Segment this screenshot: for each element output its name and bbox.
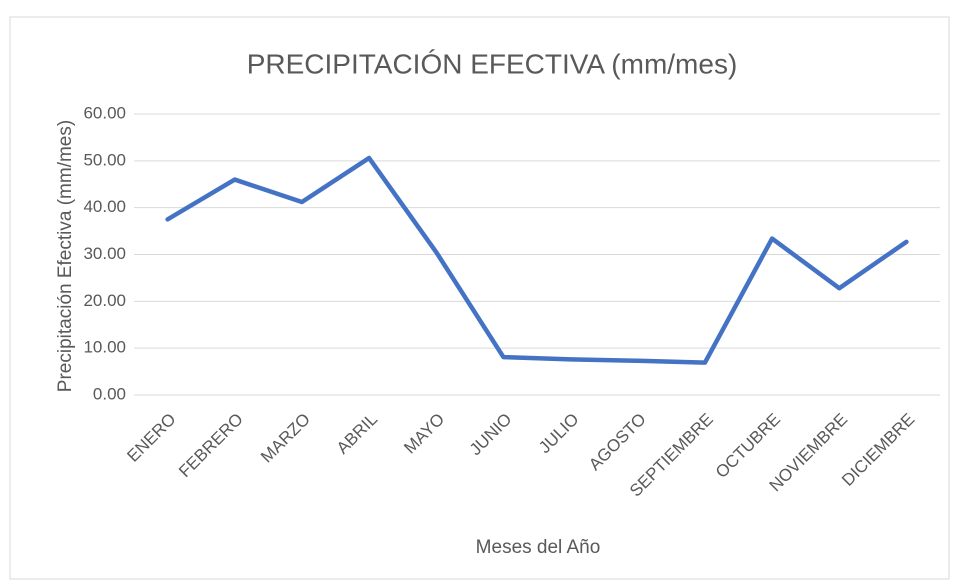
x-axis-label: Meses del Año	[476, 537, 601, 558]
chart-title: PRECIPITACIÓN EFECTIVA (mm/mes)	[247, 48, 738, 79]
y-tick-label: 40.00	[83, 197, 126, 216]
y-tick-label: 30.00	[83, 244, 126, 263]
y-tick-label: 10.00	[83, 338, 126, 357]
chart-border	[9, 16, 950, 580]
y-tick-label: 20.00	[83, 291, 126, 310]
y-tick-label: 60.00	[83, 103, 126, 122]
y-axis-label: Precipitación Efectiva (mm/mes)	[55, 120, 76, 392]
data-line	[165, 155, 909, 365]
y-tick-label: 0.00	[93, 384, 126, 403]
y-tick-label: 50.00	[83, 150, 126, 169]
